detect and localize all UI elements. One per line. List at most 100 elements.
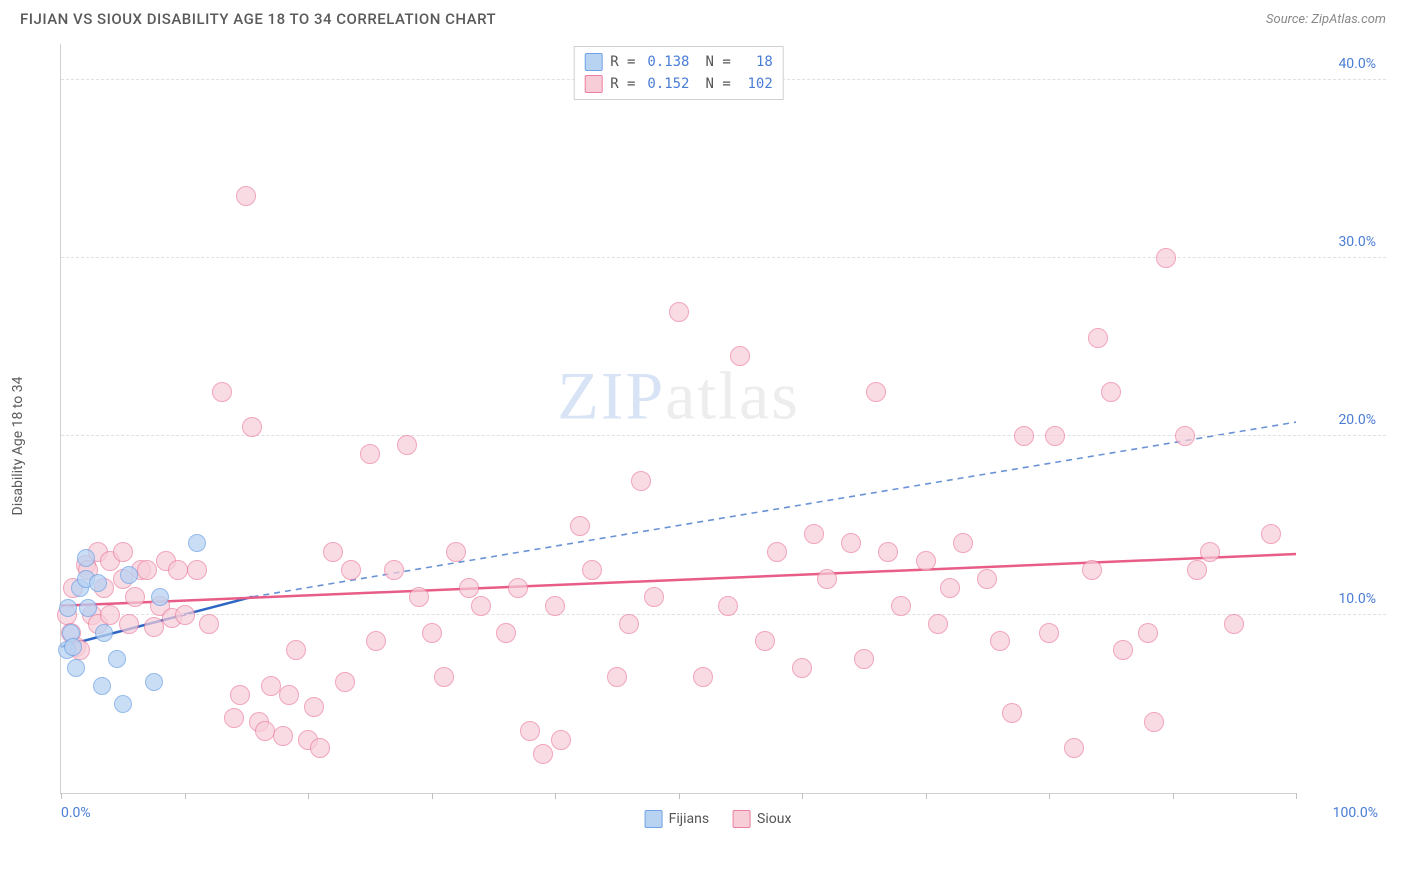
x-tick (926, 793, 927, 799)
scatter-point-sioux (1261, 524, 1281, 544)
scatter-point-sioux (125, 587, 145, 607)
y-tick-label: 20.0% (1338, 412, 1376, 428)
scatter-point-sioux (119, 614, 139, 634)
scatter-point-fijians (93, 677, 111, 695)
scatter-point-sioux (817, 569, 837, 589)
scatter-point-sioux (767, 542, 787, 562)
scatter-point-fijians (108, 650, 126, 668)
scatter-point-sioux (508, 578, 528, 598)
chart-header: FIJIAN VS SIOUX DISABILITY AGE 18 TO 34 … (0, 0, 1406, 34)
r-value: 0.152 (644, 76, 690, 92)
scatter-point-sioux (718, 596, 738, 616)
scatter-point-sioux (570, 516, 590, 536)
scatter-point-sioux (1101, 382, 1121, 402)
scatter-point-sioux (940, 578, 960, 598)
x-tick (802, 793, 803, 799)
scatter-point-sioux (168, 560, 188, 580)
scatter-point-sioux (607, 667, 627, 687)
swatch-sioux (584, 75, 602, 93)
scatter-point-sioux (520, 721, 540, 741)
scatter-point-sioux (255, 721, 275, 741)
scatter-point-sioux (1039, 623, 1059, 643)
scatter-point-sioux (619, 614, 639, 634)
y-axis-label: Disability Age 18 to 34 (10, 377, 26, 516)
x-tick (1173, 793, 1174, 799)
x-tick (679, 793, 680, 799)
scatter-point-sioux (230, 685, 250, 705)
scatter-point-sioux (854, 649, 874, 669)
legend-label: Fijians (669, 811, 709, 827)
scatter-point-fijians (67, 659, 85, 677)
scatter-point-fijians (64, 638, 82, 656)
scatter-point-sioux (310, 738, 330, 758)
y-tick-label: 40.0% (1338, 56, 1376, 72)
scatter-point-fijians (120, 566, 138, 584)
x-tick (308, 793, 309, 799)
scatter-point-sioux (273, 726, 293, 746)
scatter-point-sioux (533, 744, 553, 764)
scatter-point-sioux (496, 623, 516, 643)
x-tick (555, 793, 556, 799)
scatter-point-sioux (100, 605, 120, 625)
scatter-point-fijians (77, 549, 95, 567)
scatter-point-sioux (1138, 623, 1158, 643)
scatter-point-sioux (730, 346, 750, 366)
scatter-point-sioux (236, 186, 256, 206)
legend-label: Sioux (757, 811, 791, 827)
x-tick (1296, 793, 1297, 799)
scatter-point-sioux (341, 560, 361, 580)
scatter-point-sioux (866, 382, 886, 402)
plot-region: ZIPatlas R =0.138N =18R =0.152N =102 10.… (60, 44, 1296, 794)
watermark: ZIPatlas (557, 357, 800, 436)
scatter-point-sioux (242, 417, 262, 437)
scatter-point-sioux (916, 551, 936, 571)
scatter-point-sioux (384, 560, 404, 580)
scatter-point-sioux (187, 560, 207, 580)
scatter-point-sioux (953, 533, 973, 553)
r-label: R = (610, 54, 635, 70)
scatter-point-fijians (79, 599, 97, 617)
gridline (61, 257, 1386, 258)
scatter-point-sioux (409, 587, 429, 607)
chart-area: ZIPatlas R =0.138N =18R =0.152N =102 10.… (50, 34, 1386, 834)
legend-item-sioux: Sioux (733, 810, 791, 828)
swatch-fijians (584, 53, 602, 71)
watermark-atlas: atlas (665, 358, 800, 434)
scatter-point-fijians (151, 588, 169, 606)
scatter-point-sioux (434, 667, 454, 687)
scatter-point-sioux (1088, 328, 1108, 348)
scatter-point-sioux (841, 533, 861, 553)
scatter-point-sioux (891, 596, 911, 616)
scatter-point-sioux (977, 569, 997, 589)
y-tick-label: 10.0% (1338, 591, 1376, 607)
scatter-point-fijians (188, 534, 206, 552)
scatter-point-sioux (335, 672, 355, 692)
scatter-point-sioux (261, 676, 281, 696)
scatter-point-sioux (397, 435, 417, 455)
scatter-point-sioux (323, 542, 343, 562)
scatter-point-sioux (631, 471, 651, 491)
scatter-point-sioux (286, 640, 306, 660)
scatter-point-sioux (199, 614, 219, 634)
scatter-point-fijians (114, 695, 132, 713)
scatter-point-sioux (1175, 426, 1195, 446)
y-tick-label: 30.0% (1338, 234, 1376, 250)
scatter-point-fijians (59, 599, 77, 617)
scatter-point-sioux (582, 560, 602, 580)
scatter-point-sioux (1002, 703, 1022, 723)
scatter-point-sioux (137, 560, 157, 580)
scatter-point-sioux (175, 605, 195, 625)
scatter-point-sioux (279, 685, 299, 705)
scatter-point-sioux (304, 697, 324, 717)
scatter-point-sioux (990, 631, 1010, 651)
scatter-point-sioux (446, 542, 466, 562)
scatter-point-sioux (669, 302, 689, 322)
scatter-point-sioux (1224, 614, 1244, 634)
scatter-point-sioux (1156, 248, 1176, 268)
scatter-point-sioux (1045, 426, 1065, 446)
scatter-point-sioux (644, 587, 664, 607)
x-tick-label-min: 0.0% (61, 805, 91, 821)
r-label: R = (610, 76, 635, 92)
scatter-point-sioux (1014, 426, 1034, 446)
n-value: 18 (739, 54, 773, 70)
